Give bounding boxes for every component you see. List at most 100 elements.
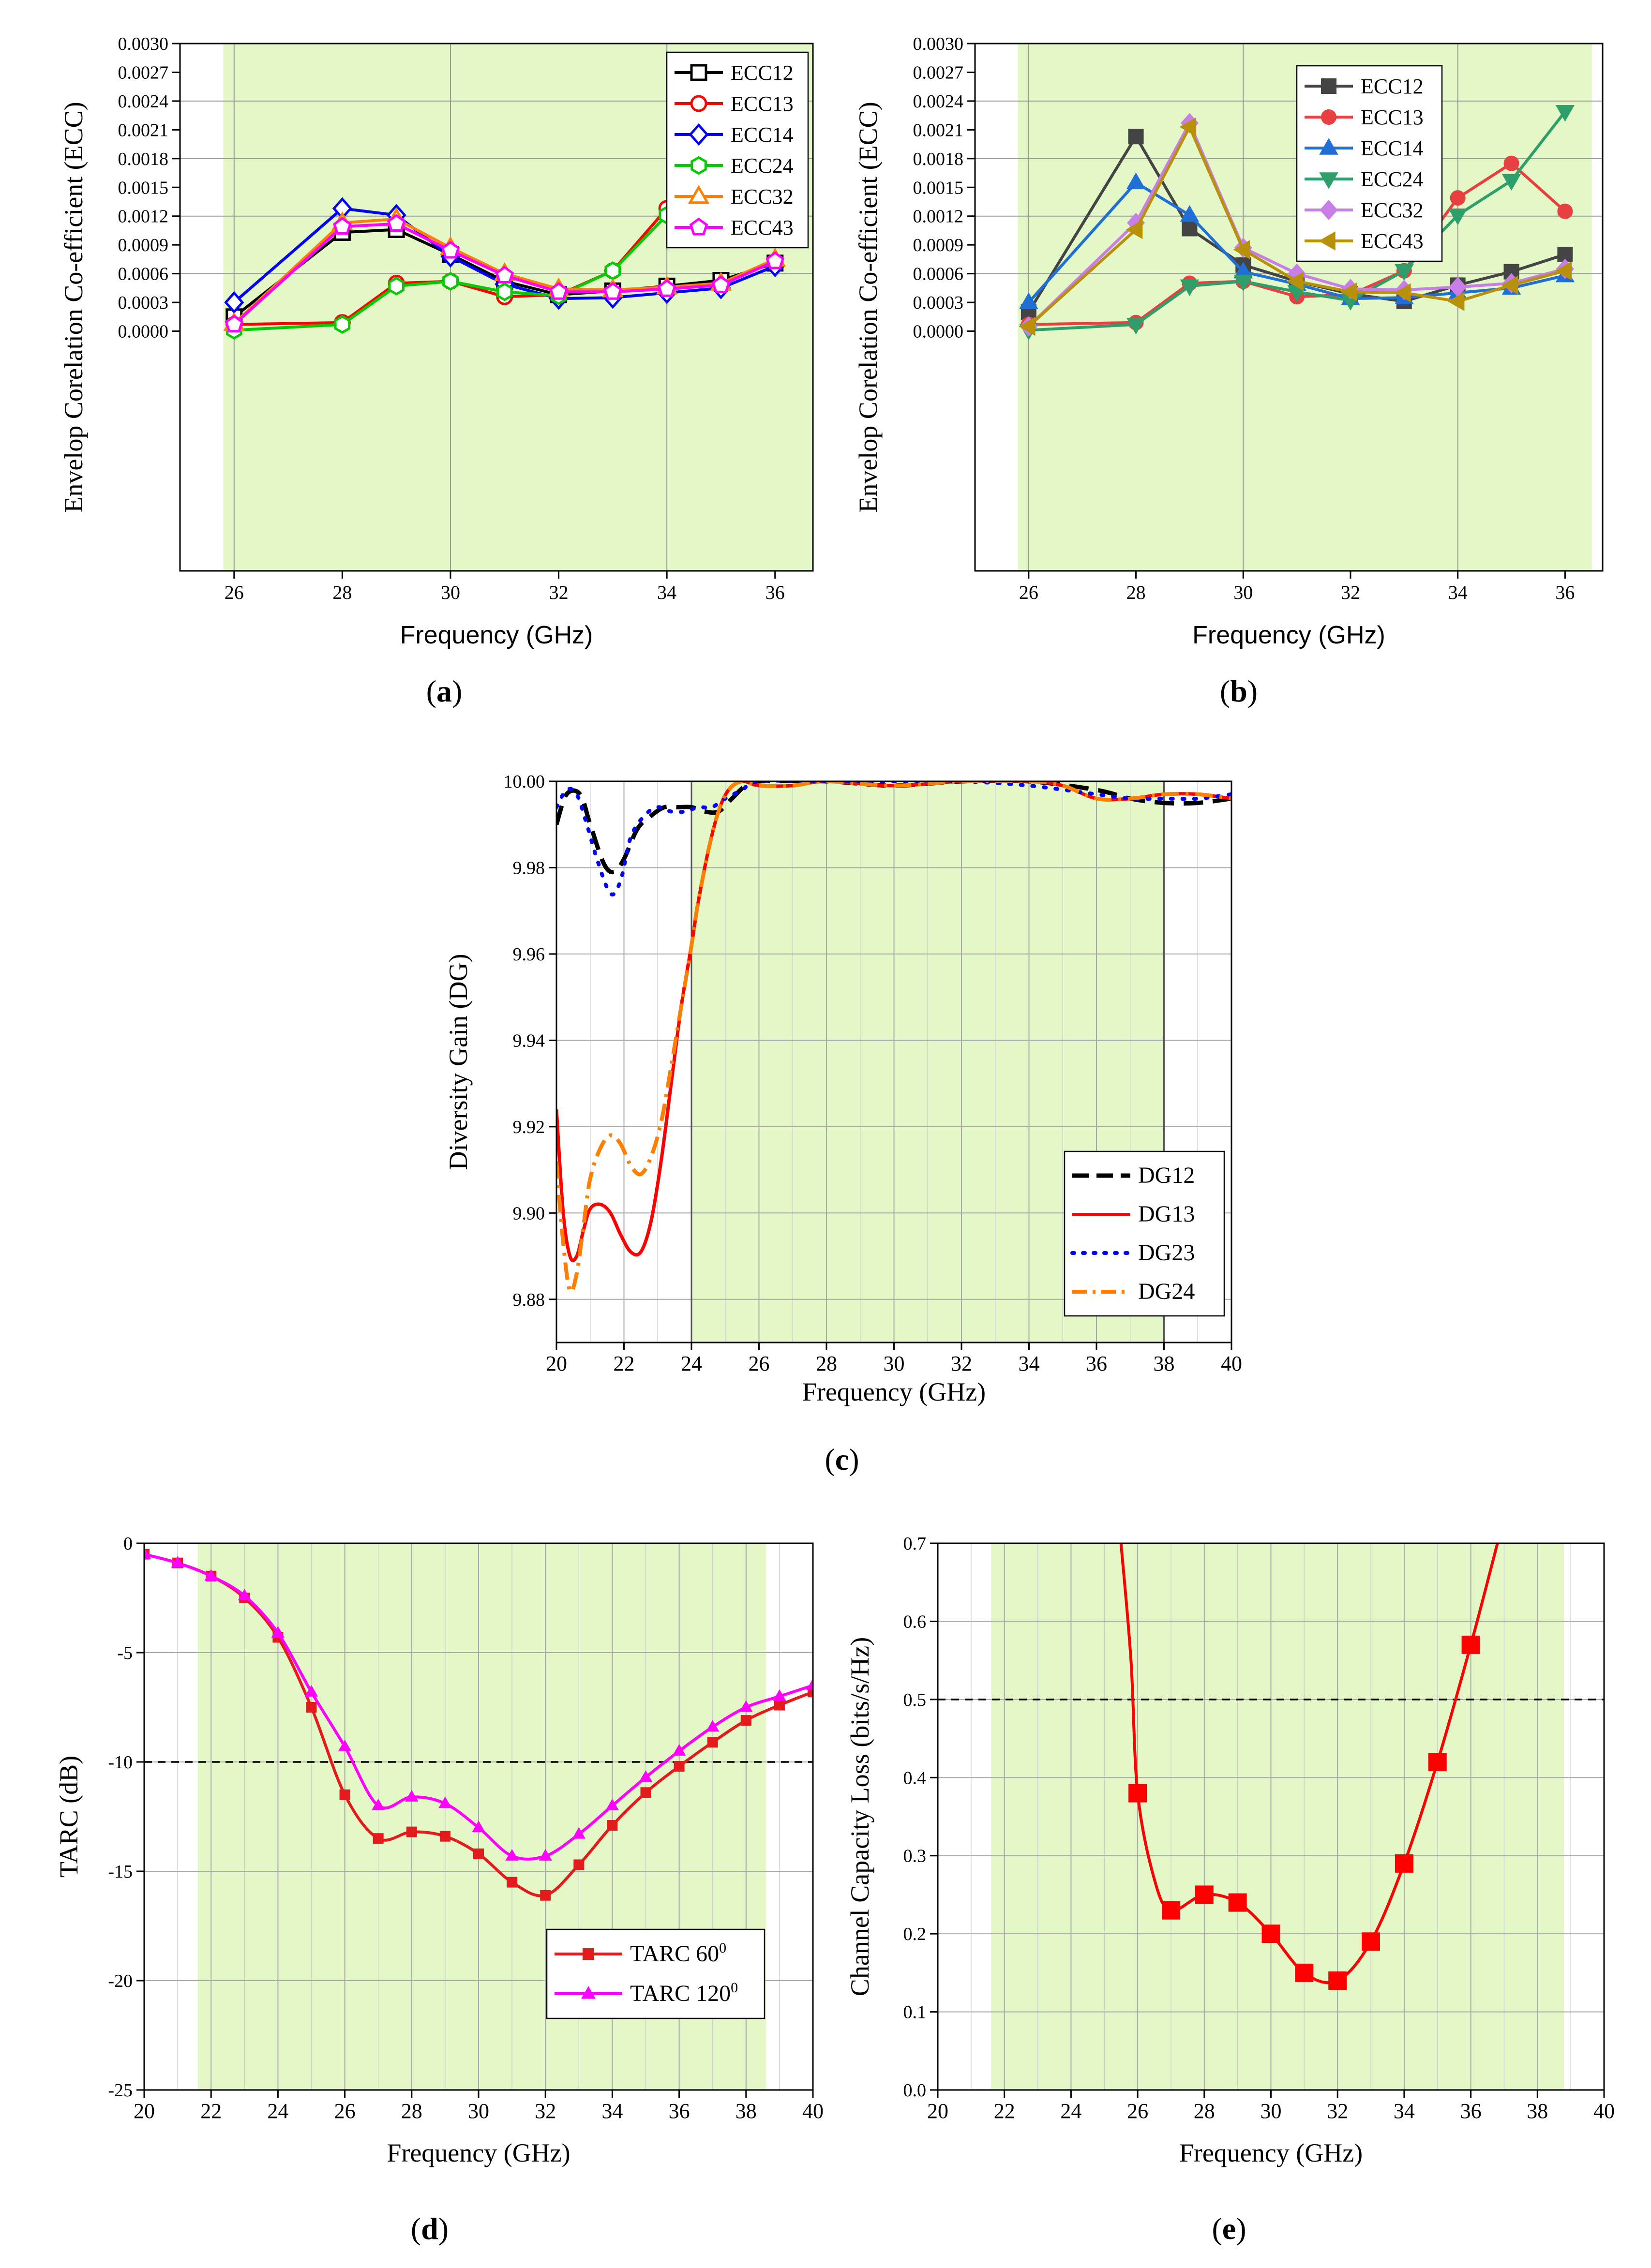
data-point-a-ECC43-0 xyxy=(225,314,244,333)
data-point-d-TARC-120-10 xyxy=(472,1820,485,1833)
legend-marker-d-TARC-120 xyxy=(581,1986,596,1999)
y-tick-label-d-4: -5 xyxy=(117,1643,133,1663)
data-point-b-ECC43-7 xyxy=(1447,292,1465,311)
legend-label-a-ECC43: ECC43 xyxy=(731,216,794,239)
legend-label-a-ECC12: ECC12 xyxy=(731,61,794,85)
legend-marker-a-ECC24 xyxy=(690,156,707,175)
legend-box-b xyxy=(1296,65,1443,262)
x-tick-label-a-0: 26 xyxy=(225,582,244,603)
x-tick-label-c-2: 24 xyxy=(681,1352,702,1375)
y-tick-label-e-7: 0.7 xyxy=(903,1534,927,1554)
y-tick-label-a-6: 0.0018 xyxy=(118,149,169,169)
x-tick-label-e-9: 38 xyxy=(1527,2099,1548,2123)
data-point-d-TARC-120-18 xyxy=(739,1700,753,1712)
y-tick-label-a-0: 0.0000 xyxy=(118,322,169,342)
data-point-a-ECC43-4 xyxy=(495,266,514,284)
legend-marker-b-ECC43 xyxy=(1319,231,1336,251)
y-tick-label-d-1: -20 xyxy=(108,1971,133,1991)
x-tick-label-d-6: 32 xyxy=(535,2099,556,2123)
legend-label-a-ECC13: ECC13 xyxy=(731,92,794,116)
legend-label-d-TARC-120: TARC 1200 xyxy=(630,1980,738,2006)
legend-marker-b-ECC14 xyxy=(1319,138,1338,155)
data-point-b-ECC43-6 xyxy=(1394,283,1411,302)
data-point-d-TARC-60-13 xyxy=(573,1859,585,1870)
data-point-d-TARC-120-4 xyxy=(271,1626,285,1638)
data-point-d-TARC-120-7 xyxy=(371,1798,385,1810)
legend-label-d-TARC-60: TARC 600 xyxy=(630,1940,726,1967)
y-tick-label-d-3: -10 xyxy=(108,1752,133,1773)
data-point-b-ECC43-4 xyxy=(1287,271,1304,291)
legend-label-a-ECC24: ECC24 xyxy=(731,154,794,178)
y-tick-label-a-1: 0.0003 xyxy=(118,293,169,313)
legend-box-d xyxy=(546,1928,765,2019)
x-tick-label-e-1: 22 xyxy=(994,2099,1015,2123)
y-tick-label-c-2: 9.92 xyxy=(513,1117,545,1137)
data-point-b-ECC13-9 xyxy=(1557,203,1573,219)
series-line-a-ECC14 xyxy=(233,207,776,304)
caption-c: (c) xyxy=(825,1442,859,1477)
series-line-d-TARC-120 xyxy=(144,1552,813,1861)
legend-marker-b-ECC24 xyxy=(1319,172,1338,189)
data-point-b-ECC12-2 xyxy=(1182,221,1198,237)
y-tick-label-b-4: 0.0012 xyxy=(913,207,964,227)
legend-label-b-ECC12: ECC12 xyxy=(1361,75,1424,98)
series-line-b-ECC43 xyxy=(1027,125,1566,328)
series-line-b-ECC14 xyxy=(1027,181,1566,304)
y-tick-label-e-2: 0.2 xyxy=(903,1924,927,1944)
y-tick-label-e-3: 0.3 xyxy=(903,1846,927,1866)
operating-band-e xyxy=(991,1543,1564,2090)
series-group-b xyxy=(1019,104,1575,341)
y-tick-label-c-6: 10.00 xyxy=(504,772,545,792)
x-tick-label-b-4: 34 xyxy=(1448,582,1468,603)
legend-marker-b-ECC32 xyxy=(1320,199,1338,221)
legend-label-c-DG23: DG23 xyxy=(1138,1240,1195,1266)
data-point-d-TARC-60-15 xyxy=(640,1787,651,1798)
data-point-d-TARC-120-15 xyxy=(639,1770,653,1782)
legend-box-a xyxy=(666,51,809,249)
x-tick-label-e-5: 30 xyxy=(1261,2099,1282,2123)
data-point-d-TARC-120-11 xyxy=(505,1849,519,1861)
x-tick-label-d-8: 36 xyxy=(669,2099,690,2123)
x-tick-label-b-3: 32 xyxy=(1341,582,1360,603)
data-point-d-TARC-60-10 xyxy=(473,1848,484,1859)
data-point-d-TARC-60-7 xyxy=(373,1833,384,1844)
data-point-a-ECC24-3 xyxy=(442,272,459,291)
data-point-b-ECC43-3 xyxy=(1233,240,1250,259)
y-tick-label-b-10: 0.0030 xyxy=(913,34,964,54)
data-point-d-TARC-60-19 xyxy=(774,1700,785,1711)
data-point-d-TARC-60-18 xyxy=(740,1715,751,1726)
data-point-b-ECC13-8 xyxy=(1503,155,1519,171)
data-point-a-ECC24-2 xyxy=(388,277,405,296)
chart-e: 0.0 0.1 0.2 0.3 0.4 0.5 0.6 0.7 20 22 24 26 28 30 32 34… xyxy=(845,1534,1615,2167)
x-tick-label-e-4: 28 xyxy=(1194,2099,1215,2123)
legend-label-c-DG24: DG24 xyxy=(1138,1279,1195,1304)
legend-label-b-ECC14: ECC14 xyxy=(1361,136,1424,160)
caption-d: (d) xyxy=(411,2211,449,2246)
data-point-a-ECC43-2 xyxy=(387,214,406,232)
series-line-c-DG24 xyxy=(556,781,1231,1294)
legend-label-c-DG12: DG12 xyxy=(1138,1163,1195,1188)
y-tick-label-c-0: 9.88 xyxy=(513,1290,545,1310)
legend-marker-a-ECC12 xyxy=(690,64,707,81)
y-axis-label-d: TARC (dB) xyxy=(54,1756,83,1878)
y-tick-label-b-1: 0.0003 xyxy=(913,293,964,313)
series-line-c-DG12 xyxy=(556,781,1231,875)
data-point-a-ECC43-8 xyxy=(711,275,731,293)
y-tick-label-a-9: 0.0027 xyxy=(118,62,169,83)
series-line-d-TARC-60 xyxy=(144,1552,813,1897)
y-tick-label-b-5: 0.0015 xyxy=(913,178,964,198)
legend-marker-d-TARC-60 xyxy=(583,1948,594,1960)
data-point-e-CCL-4 xyxy=(1261,1925,1280,1943)
data-point-a-ECC24-4 xyxy=(496,282,513,301)
legend-marker-b-ECC13 xyxy=(1321,109,1336,125)
x-axis-label-b: Frequency (GHz) xyxy=(1192,621,1385,649)
data-point-b-ECC24-1 xyxy=(1126,317,1146,335)
data-point-d-TARC-120-0 xyxy=(144,1547,151,1559)
data-point-b-ECC43-0 xyxy=(1019,316,1036,336)
y-tick-label-a-3: 0.0009 xyxy=(118,235,169,255)
x-tick-label-c-4: 28 xyxy=(816,1352,837,1375)
data-point-a-ECC43-7 xyxy=(657,279,676,297)
x-tick-label-b-0: 26 xyxy=(1019,582,1038,603)
data-point-e-CCL-9 xyxy=(1428,1753,1447,1771)
data-point-d-TARC-60-12 xyxy=(540,1890,551,1901)
